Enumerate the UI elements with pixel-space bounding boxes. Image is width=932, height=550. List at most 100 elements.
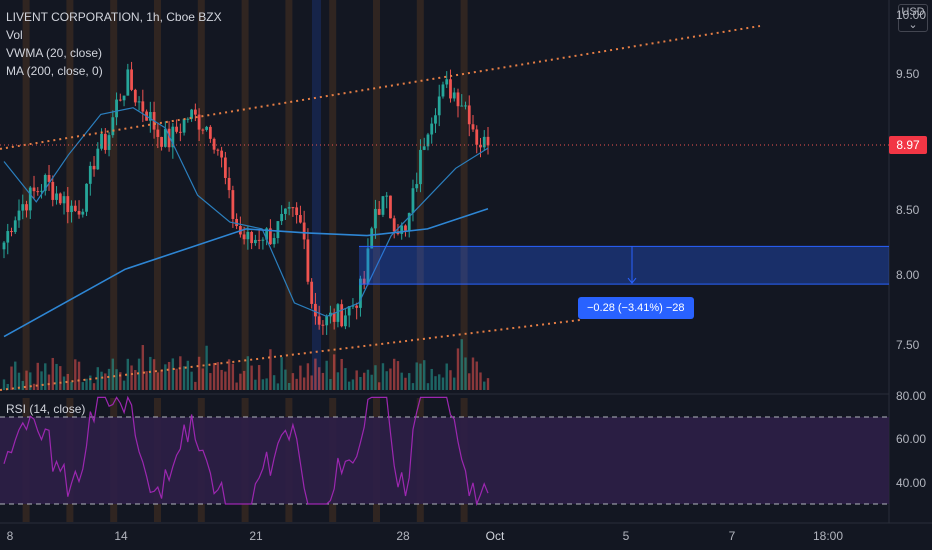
candle-body — [167, 128, 171, 148]
volume-indicator-label[interactable]: Vol — [6, 28, 23, 42]
volume-bar — [149, 356, 152, 390]
volume-bar — [332, 354, 336, 390]
candle-body — [287, 207, 291, 209]
volume-bar — [377, 382, 381, 390]
candle-body — [310, 281, 314, 304]
candle-body — [212, 138, 216, 150]
lower-trendline — [0, 319, 581, 391]
volume-bar — [126, 358, 130, 390]
upper-trendline — [0, 25, 761, 150]
time-tick: 5 — [622, 529, 630, 543]
session-stripe — [373, 0, 380, 390]
candle-body — [445, 79, 449, 85]
volume-bar — [468, 373, 471, 390]
price-tick: 7.50 — [896, 338, 920, 352]
volume-bar — [220, 369, 223, 390]
volume-bar — [231, 363, 235, 390]
candle-body — [111, 117, 115, 136]
candle-body — [422, 146, 426, 150]
volume-bar — [59, 366, 62, 390]
session-stripe — [416, 0, 424, 390]
candle-body — [302, 222, 306, 240]
candle-body — [182, 118, 186, 133]
volume-bar — [224, 371, 227, 390]
candle-body — [389, 195, 392, 219]
candle-body — [295, 207, 299, 216]
candle-body — [374, 208, 377, 229]
rsi-line — [3, 395, 489, 507]
volume-bar — [246, 356, 250, 390]
volume-bar — [340, 358, 343, 390]
candle-body — [261, 239, 265, 241]
price-tick: 10.00 — [896, 8, 927, 22]
candle-body — [32, 187, 36, 192]
session-stripe — [285, 0, 293, 390]
session-stripe — [66, 0, 74, 390]
volume-bar — [17, 372, 21, 390]
candle-body — [25, 204, 28, 211]
volume-bar — [2, 379, 6, 390]
volume-bar — [411, 383, 415, 390]
volume-bar — [190, 371, 193, 390]
volume-bar — [70, 381, 73, 390]
candle-body — [460, 105, 464, 107]
candle-body — [43, 174, 47, 191]
volume-bar — [160, 370, 163, 390]
rsi-tick: 60.00 — [896, 432, 927, 446]
candle-body — [36, 191, 40, 193]
chevron-down-icon: ⌄ — [908, 19, 918, 31]
candle-body — [227, 177, 231, 191]
candle-body — [231, 190, 235, 219]
volume-bar — [359, 376, 362, 390]
volume-bar — [272, 375, 276, 390]
candle-body — [479, 144, 482, 148]
volume-bar — [314, 358, 317, 390]
volume-bar — [175, 368, 178, 390]
volume-bar — [438, 374, 441, 390]
candle-body — [85, 183, 88, 212]
candle-body — [280, 213, 284, 222]
volume-bar — [10, 366, 13, 390]
volume-bar — [355, 370, 358, 390]
rsi-indicator-label[interactable]: RSI (14, close) — [6, 402, 86, 416]
volume-bar — [171, 358, 175, 390]
volume-bar — [291, 373, 295, 390]
volume-bar — [464, 357, 467, 390]
measure-result-label[interactable]: −0.28 (−3.41%) −28 — [578, 297, 694, 319]
volume-bar — [419, 363, 422, 390]
candle-body — [291, 207, 295, 209]
volume-bar — [197, 356, 201, 390]
volume-bar — [182, 366, 186, 390]
candle-body — [344, 315, 347, 327]
candle-body — [377, 208, 381, 215]
volume-bar — [366, 369, 370, 390]
volume-bar — [201, 368, 205, 390]
volume-bar — [134, 370, 137, 390]
volume-bar — [370, 374, 373, 390]
volume-bar — [486, 378, 490, 390]
candle-body — [250, 231, 254, 244]
volume-bar — [227, 359, 231, 390]
volume-bar — [44, 363, 47, 390]
volume-bar — [21, 380, 24, 390]
candle-body — [77, 210, 81, 215]
candle-body — [407, 212, 411, 231]
volume-bar — [254, 379, 257, 390]
candle-body — [81, 211, 85, 215]
volume-bar — [25, 370, 28, 390]
volume-bar — [393, 358, 396, 390]
volume-bar — [152, 359, 156, 390]
candle-body — [107, 135, 111, 150]
time-tick: Oct — [485, 529, 505, 543]
measure-box — [359, 246, 889, 285]
ma-indicator-label[interactable]: MA (200, close, 0) — [6, 64, 103, 78]
candle-body — [178, 131, 182, 133]
volume-bar — [415, 362, 418, 390]
volume-bar — [119, 372, 122, 390]
volume-bar — [434, 376, 437, 390]
candle-body — [283, 208, 287, 214]
currency-button[interactable]: USD ⌄ — [898, 4, 928, 32]
symbol-title[interactable]: LIVENT CORPORATION, 1h, Cboe BZX — [6, 10, 222, 24]
vwma-indicator-label[interactable]: VWMA (20, close) — [6, 46, 103, 60]
